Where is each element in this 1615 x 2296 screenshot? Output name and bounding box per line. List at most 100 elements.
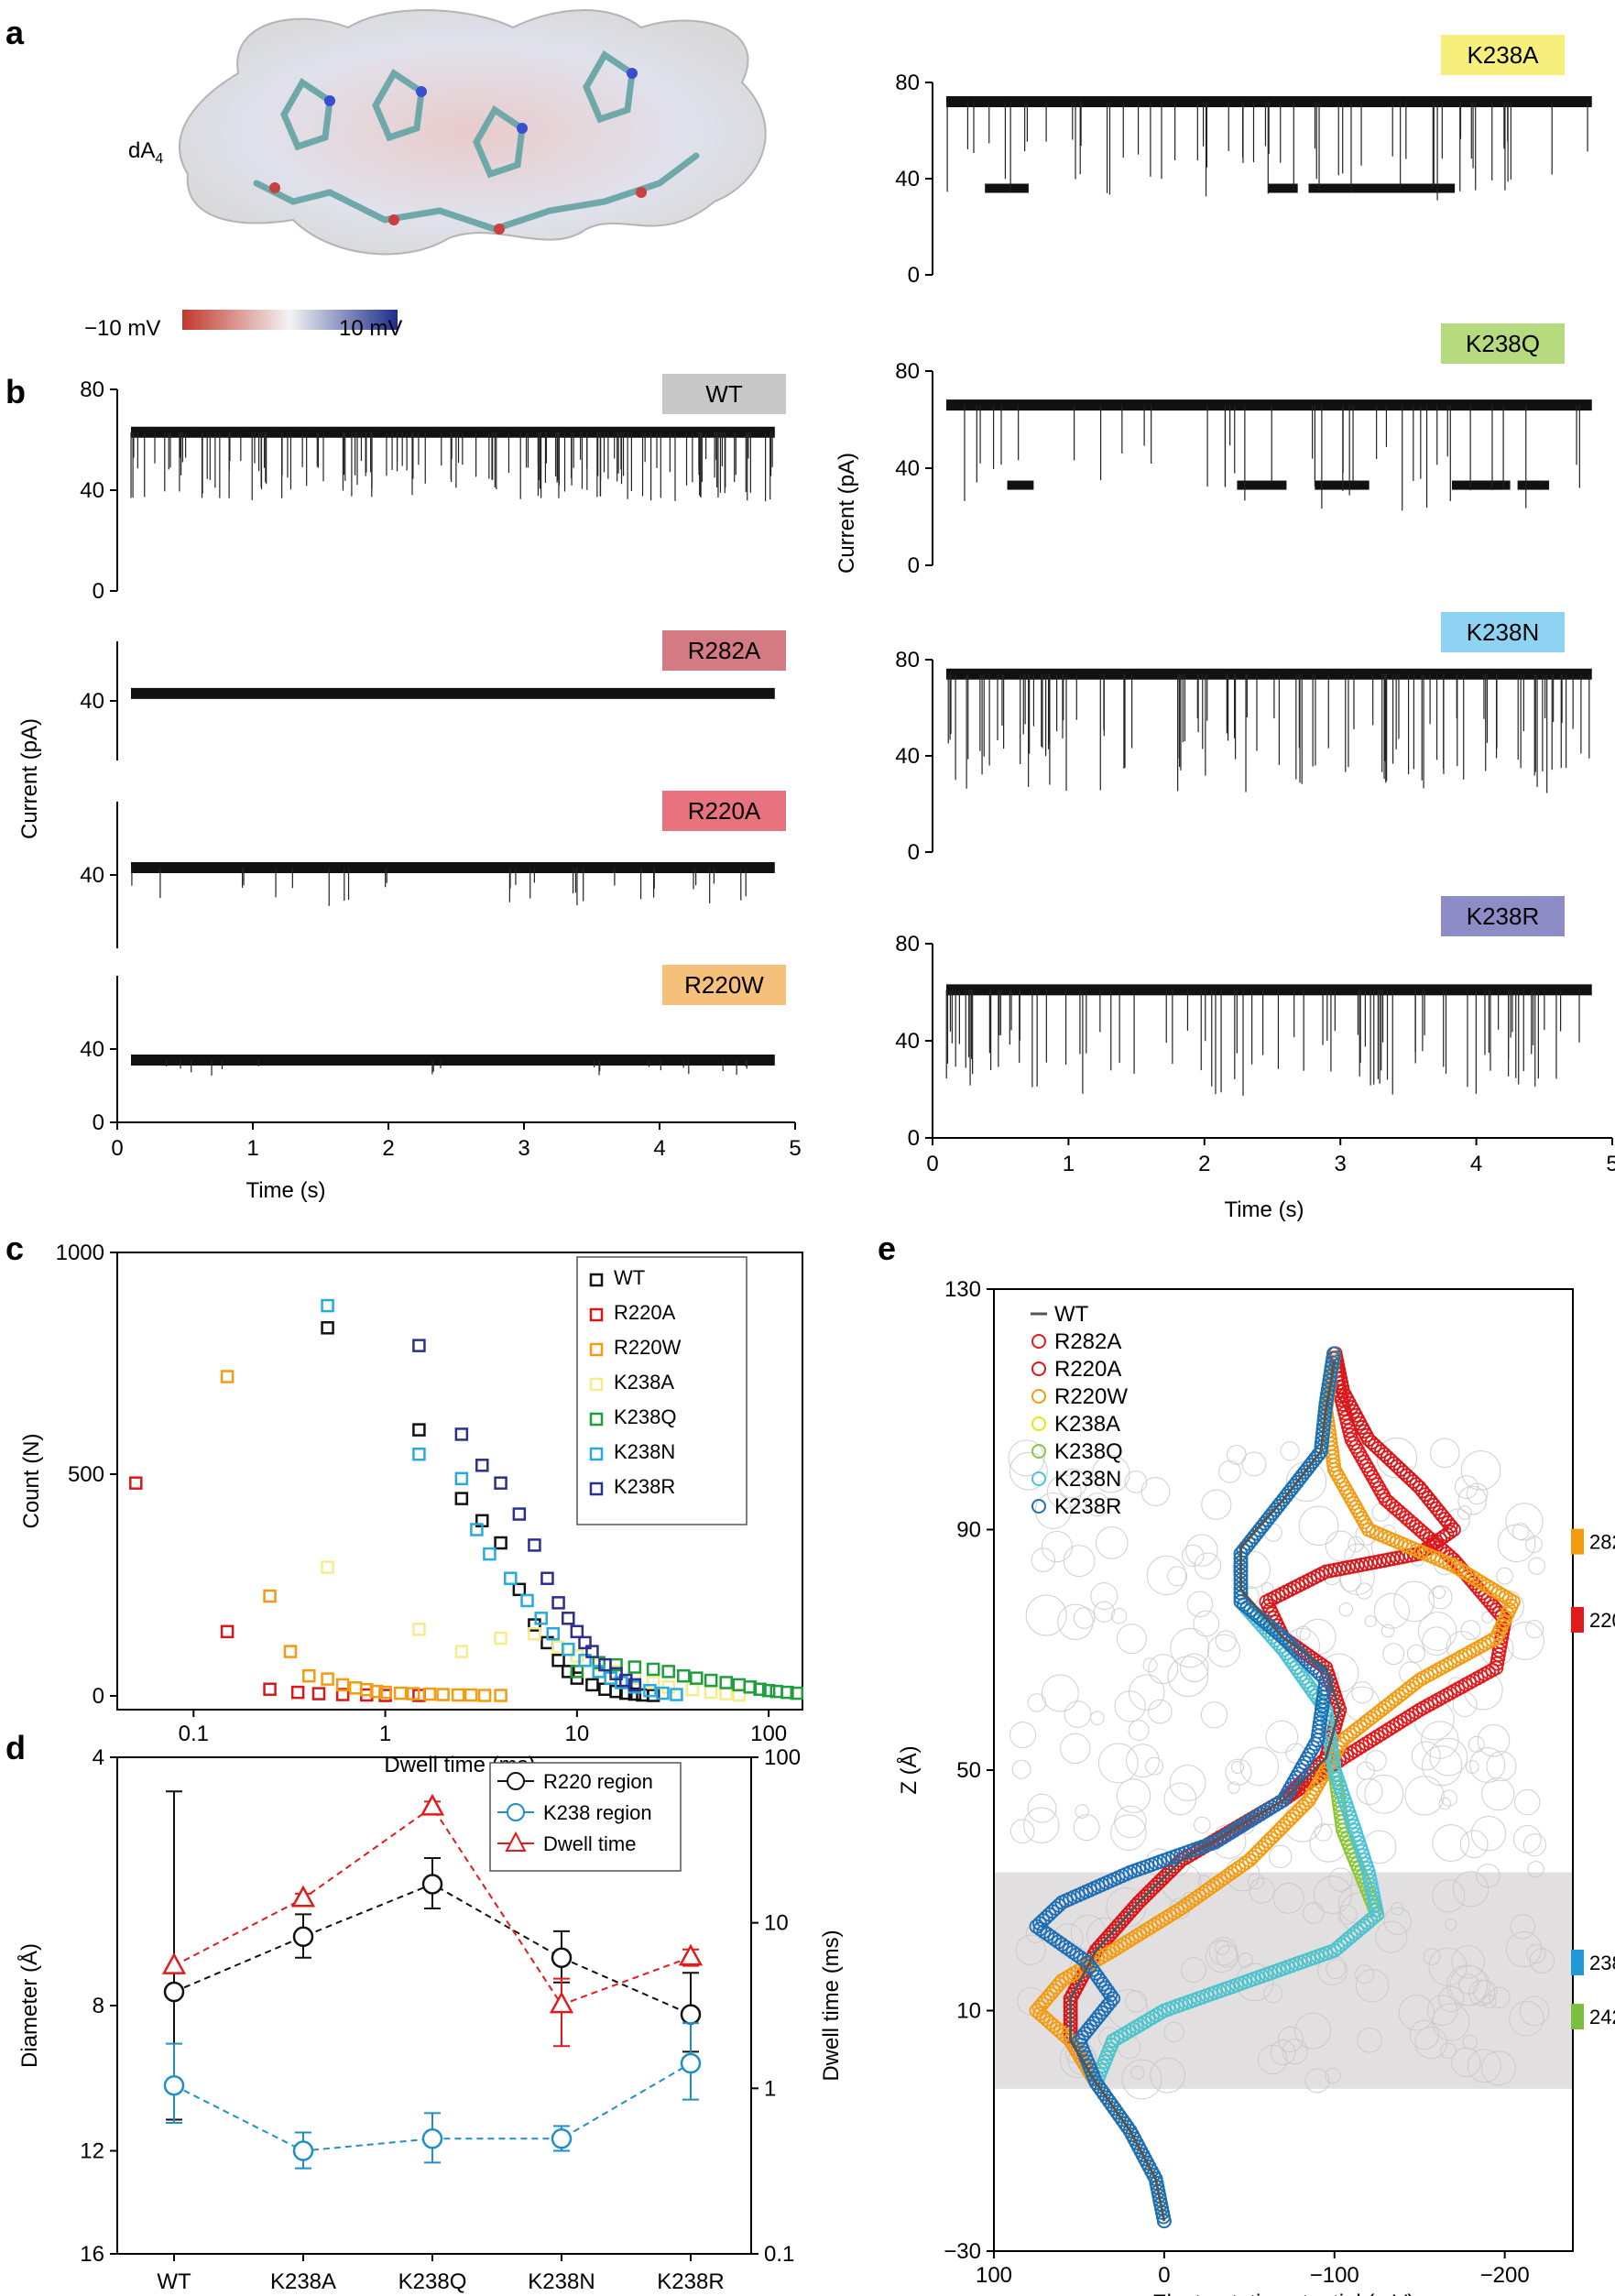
data-point-K238 region: [680, 2052, 702, 2074]
protein-atom: [1124, 1471, 1148, 1493]
data-point-R282A: [1369, 1729, 1385, 1744]
trace-baseline: [131, 426, 775, 438]
trace-x-tick-label: 5: [789, 1136, 801, 1161]
protein-atom: [1009, 1819, 1035, 1844]
data-point-K238R: [1058, 1940, 1074, 1955]
protein-atom: [1512, 1825, 1542, 1853]
data-point-K238Q: [661, 1665, 675, 1678]
data-point-R220W: [1143, 1919, 1159, 1935]
protein-atom: [1338, 1602, 1354, 1617]
legend-marker: [589, 1342, 604, 1357]
data-point-K238R: [1326, 1346, 1341, 1361]
data-point-K238R: [1260, 1802, 1276, 1817]
protein-atom: [1146, 1555, 1187, 1596]
data-point-K238R: [1115, 2112, 1130, 2127]
data-point-Dwell time: [420, 1793, 445, 1816]
data-point-R220W: [1409, 1675, 1424, 1690]
colorbar-min-label: −10 mV: [84, 316, 160, 341]
trace-K238Q: 0 40 80 K238Q: [895, 323, 1592, 578]
protein-atom: [1073, 1607, 1096, 1629]
data-point-K238 region: [292, 2140, 314, 2161]
residue-marker: [1571, 2004, 1584, 2030]
data-point-R220 region: [680, 2004, 702, 2025]
data-point-K238R: [412, 1339, 426, 1352]
legend-label: K238R: [614, 1475, 675, 1498]
protein-atom: [1440, 1789, 1457, 1807]
data-point-K238R: [475, 1459, 489, 1472]
protein-atom: [1041, 1530, 1073, 1563]
data-point-K238A: [321, 1560, 334, 1574]
data-point-K238R: [578, 1635, 592, 1650]
protein-atom: [1468, 1735, 1485, 1753]
data-point-R282A: [1385, 1719, 1401, 1734]
data-point-K238R: [1207, 1834, 1223, 1850]
legend-marker: [505, 1831, 527, 1852]
protein-atom: [1314, 1823, 1333, 1842]
residue-label: 282: [1589, 1531, 1615, 1554]
protein-atom: [1116, 1778, 1151, 1813]
data-point-R220W: [1147, 1917, 1162, 1932]
data-point-R282A: [1378, 1724, 1392, 1739]
data-point-K238R: [454, 1427, 469, 1441]
protein-atom: [1148, 1654, 1179, 1685]
protein-atom: [1167, 1566, 1188, 1587]
protein-atom: [1457, 1505, 1472, 1520]
diameter-dwell-chart: 4 8 12 16 0.1 1 10 100 WT K238A K238Q K238N K238R Dia…: [16, 1745, 844, 2294]
data-point-R220W: [1450, 1560, 1465, 1576]
y-tick-label: 130: [944, 1277, 981, 1302]
panel-b-left-xlabel: Time (s): [246, 1178, 325, 1203]
data-point-R220W: [321, 1672, 334, 1686]
x-tick-label: K238A: [270, 2269, 336, 2294]
data-point-R220 region: [163, 1981, 185, 2003]
trace-y-tick-label: 40: [895, 744, 920, 769]
protein-atom: [1469, 1747, 1506, 1784]
data-point-K238Q: [570, 1665, 584, 1678]
protein-atom: [1090, 1582, 1118, 1611]
protein-atom: [1110, 1814, 1147, 1851]
data-point-K238R: [609, 1667, 623, 1681]
trace-baseline: [131, 862, 775, 873]
data-point-K238Q: [719, 1676, 733, 1689]
data-point-R282A: [1392, 1714, 1408, 1730]
colorbar: [182, 310, 398, 330]
data-point-K238R: [494, 1476, 507, 1490]
protein-atom: [1344, 1543, 1370, 1569]
data-point-K238Q: [704, 1673, 718, 1688]
data-point-K238R: [528, 1538, 541, 1552]
data-point-K238R: [1047, 1931, 1063, 1947]
data-point-K238N: [483, 1547, 497, 1561]
legend-label: K238Q: [614, 1405, 677, 1428]
protein-atom: [1218, 1460, 1241, 1483]
protein-atom: [1140, 1477, 1171, 1507]
trace-badge: [662, 965, 786, 1005]
data-point-R220W: [369, 1684, 384, 1699]
panel-label-c: c: [5, 1230, 24, 1267]
legend-marker: [1031, 1334, 1046, 1349]
data-point-K238R: [1087, 1965, 1103, 1981]
legend-marker: [507, 1803, 525, 1821]
y-tick-label: 90: [956, 1518, 981, 1543]
data-point-R220W: [1136, 1924, 1151, 1940]
data-point-R220W: [1468, 1571, 1484, 1587]
data-point-K238R: [512, 1507, 527, 1521]
trace-x-tick-label: 4: [1470, 1152, 1482, 1176]
protein-atom: [1228, 1781, 1240, 1794]
protein-atom: [1477, 1723, 1511, 1757]
data-point-K238R: [1257, 1804, 1272, 1820]
y-tick-label-right: 100: [764, 1745, 801, 1770]
legend-marker: [589, 1412, 604, 1427]
data-point-R220A: [263, 1682, 277, 1696]
data-point-R220W: [1461, 1567, 1477, 1582]
data-point-R220W: [1151, 1915, 1166, 1930]
protein-atom: [1023, 1807, 1060, 1843]
trace-badge: [1441, 35, 1565, 75]
trace-x-tick-label: 1: [246, 1136, 258, 1161]
data-point-K238R: [1211, 1832, 1227, 1848]
protein-atom: [1404, 1776, 1445, 1816]
trace-y-tick-label: 40: [80, 689, 104, 714]
data-point-K238N: [412, 1447, 426, 1461]
data-point-K238R: [540, 1571, 554, 1585]
x-tick-label: −100: [1310, 2263, 1359, 2288]
y-tick-label-left: 8: [93, 1994, 104, 2018]
data-point-K238Q: [761, 1683, 776, 1698]
